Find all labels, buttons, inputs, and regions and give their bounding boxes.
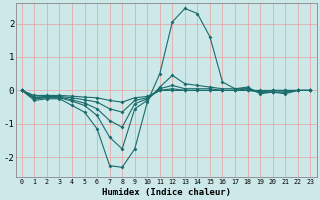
X-axis label: Humidex (Indice chaleur): Humidex (Indice chaleur) bbox=[101, 188, 231, 197]
